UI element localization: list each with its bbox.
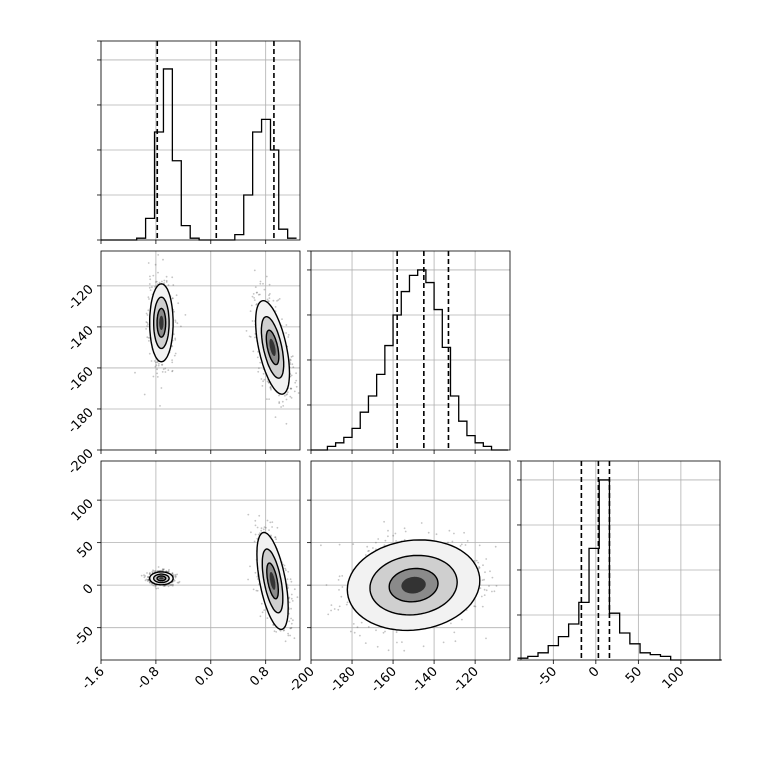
scatter-panel-p1_p2 xyxy=(311,461,510,660)
panel-content xyxy=(101,461,300,660)
x-tick-label: -120 xyxy=(450,664,481,695)
scatter-panel-p0_p2 xyxy=(101,461,300,660)
y-tick-label: -160 xyxy=(65,364,96,395)
y-tick-label: -200 xyxy=(65,446,96,477)
contour-line xyxy=(153,573,170,584)
contour-line xyxy=(266,562,279,600)
x-tick-label: 0.8 xyxy=(247,664,272,689)
histogram-step xyxy=(311,269,508,451)
hist-panel-p1 xyxy=(307,250,510,451)
x-tick-label: -200 xyxy=(286,664,317,695)
x-axis-p1 xyxy=(310,450,476,454)
contour-line xyxy=(256,531,289,631)
panel-frame xyxy=(100,40,301,241)
density-fill xyxy=(269,338,276,356)
y-axis-p2: -50 0 50 100 xyxy=(69,496,101,650)
x-tick-label: 0.0 xyxy=(192,664,217,689)
y-tick-label: -140 xyxy=(65,323,96,354)
panel-frame xyxy=(100,460,301,661)
x-tick-label: 50 xyxy=(623,664,645,686)
y-tick-label: -50 xyxy=(71,624,97,650)
x-axis-p0: -1.6 -0.8 0.0 0.8 xyxy=(79,660,273,693)
y-tick-label: 50 xyxy=(75,539,97,561)
contour-line xyxy=(254,300,291,395)
x-tick-label: -0.8 xyxy=(134,664,163,693)
contour-line xyxy=(265,329,280,366)
contour-line xyxy=(156,575,167,582)
panel-frame xyxy=(520,460,721,661)
contour-line xyxy=(153,296,170,350)
density-fill xyxy=(269,572,276,590)
contour-line xyxy=(369,554,458,616)
x-tick-label: -160 xyxy=(368,664,399,695)
x-tick-label: -50 xyxy=(535,664,561,690)
x-axis-p0 xyxy=(100,450,267,454)
contour-line xyxy=(149,283,174,363)
panel-frame xyxy=(100,250,301,451)
panel-frame xyxy=(310,250,511,451)
x-axis-p0 xyxy=(100,240,267,244)
x-tick-label: 0 xyxy=(586,664,602,680)
contour-line xyxy=(156,307,167,338)
x-tick-label: 100 xyxy=(660,664,688,692)
y-tick-label: 100 xyxy=(69,496,97,524)
contour-line xyxy=(260,316,285,379)
contour-line xyxy=(346,539,481,632)
x-tick-label: -180 xyxy=(327,664,358,695)
x-tick-label: -140 xyxy=(409,664,440,695)
density-fill xyxy=(159,577,164,580)
y-tick-label: -180 xyxy=(65,405,96,436)
y-tick-label: -120 xyxy=(65,282,96,313)
y-tick-label: 0 xyxy=(80,581,96,597)
density-fill xyxy=(159,315,164,330)
scatter-panel-p0_p1 xyxy=(101,251,300,450)
histogram-step xyxy=(517,479,722,661)
x-axis-p1: -200 -180 -160 -140 -120 xyxy=(286,660,482,696)
histogram-step xyxy=(101,68,297,241)
contour-line xyxy=(261,548,284,614)
x-axis-p2: -50 0 50 100 xyxy=(535,660,688,692)
y-axis-p1: -200 -180 -160 -140 -120 xyxy=(65,282,101,478)
panel-content xyxy=(101,251,300,450)
panel-frame xyxy=(310,460,511,661)
density-fill xyxy=(401,576,426,594)
hist-panel-p0 xyxy=(97,40,300,241)
hist-panel-p2 xyxy=(517,460,722,661)
contour-line xyxy=(149,571,174,586)
panel-content xyxy=(311,461,510,660)
contour-line xyxy=(388,567,439,603)
x-tick-label: -1.6 xyxy=(79,664,108,693)
